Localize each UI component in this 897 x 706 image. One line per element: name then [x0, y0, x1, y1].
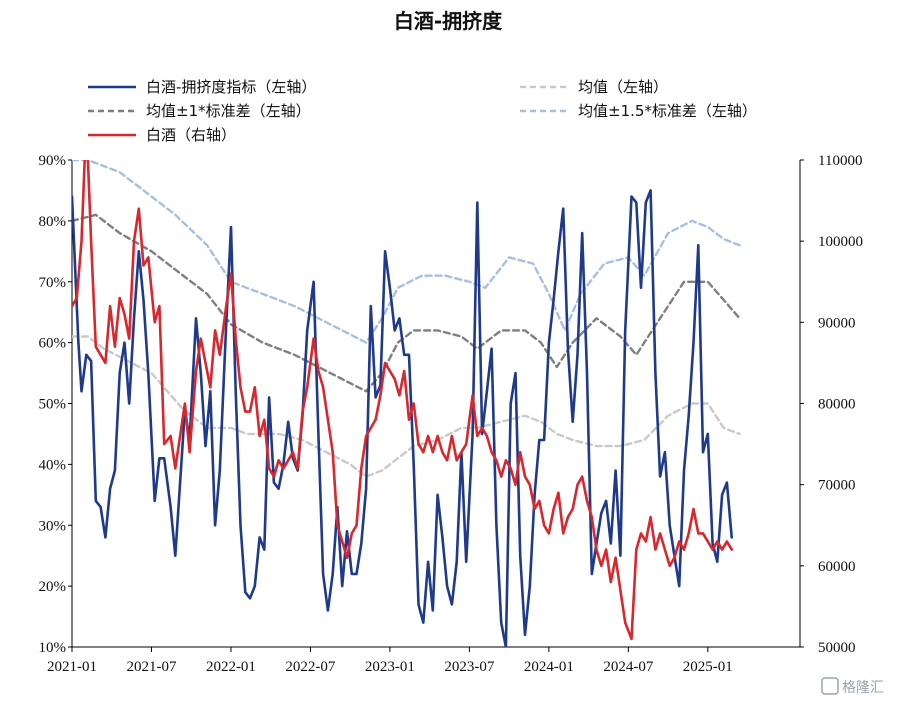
x-tick-label: 2024-07: [603, 659, 653, 675]
x-tick-label: 2025-01: [683, 659, 733, 675]
right-y-ticks: 50000 60000 70000 80000 90000 100000 110000: [800, 153, 863, 656]
x-tick-label: 2022-07: [285, 659, 335, 675]
chart-title: 白酒-拥挤度: [394, 9, 503, 33]
watermark-logo-icon: [821, 677, 839, 695]
right-y-tick-label: 50000: [818, 640, 856, 656]
legend-label: 均值±1.5*标准差（左轴）: [578, 102, 757, 120]
left-y-tick-label: 60%: [39, 336, 67, 352]
x-ticks: 2021-01 2021-07 2022-01 2022-07 2023-01 2023-…: [47, 647, 733, 675]
right-y-tick-label: 80000: [818, 397, 856, 413]
series-line-4: [72, 160, 733, 641]
x-tick-label: 2023-07: [444, 659, 494, 675]
legend-label: 均值（左轴）: [578, 78, 668, 96]
left-y-tick-label: 90%: [39, 153, 67, 169]
x-tick-label: 2022-01: [206, 659, 256, 675]
legend: 白酒-拥挤度指标（左轴） 均值（左轴） 均值±1*标准差（左轴） 均值±1.5*标准差…: [88, 78, 757, 144]
legend-label: 白酒（右轴）: [146, 126, 236, 144]
legend-label: 均值±1*标准差（左轴）: [146, 102, 311, 120]
left-y-tick-label: 70%: [39, 275, 67, 291]
left-y-tick-label: 50%: [39, 397, 67, 413]
left-y-ticks: 10% 20% 30% 40% 50% 60% 70% 80% 90%: [39, 153, 72, 656]
watermark-text: 格隆汇: [842, 680, 884, 696]
right-y-tick-label: 90000: [818, 315, 856, 331]
x-tick-label: 2021-07: [126, 659, 176, 675]
series-line-0: [72, 189, 733, 647]
right-y-tick-label: 60000: [818, 559, 856, 575]
series-layer: [72, 160, 741, 647]
series-line-3: [72, 160, 741, 344]
x-tick-label: 2021-01: [47, 659, 97, 675]
plot-area: [72, 160, 741, 647]
x-tick-label: 2023-01: [365, 659, 415, 675]
left-y-tick-label: 20%: [39, 579, 67, 595]
watermark: 格隆汇: [821, 677, 884, 696]
series-line-1: [72, 335, 741, 478]
right-y-tick-label: 100000: [818, 234, 863, 250]
right-y-tick-label: 110000: [818, 153, 862, 169]
left-y-tick-label: 80%: [39, 214, 67, 230]
legend-label: 白酒-拥挤度指标（左轴）: [146, 78, 316, 96]
left-y-tick-label: 10%: [39, 640, 67, 656]
x-tick-label: 2024-01: [524, 659, 574, 675]
left-y-tick-label: 40%: [39, 457, 67, 473]
left-y-tick-label: 30%: [39, 518, 67, 534]
right-y-tick-label: 70000: [818, 478, 856, 494]
series-line-2: [72, 213, 741, 393]
